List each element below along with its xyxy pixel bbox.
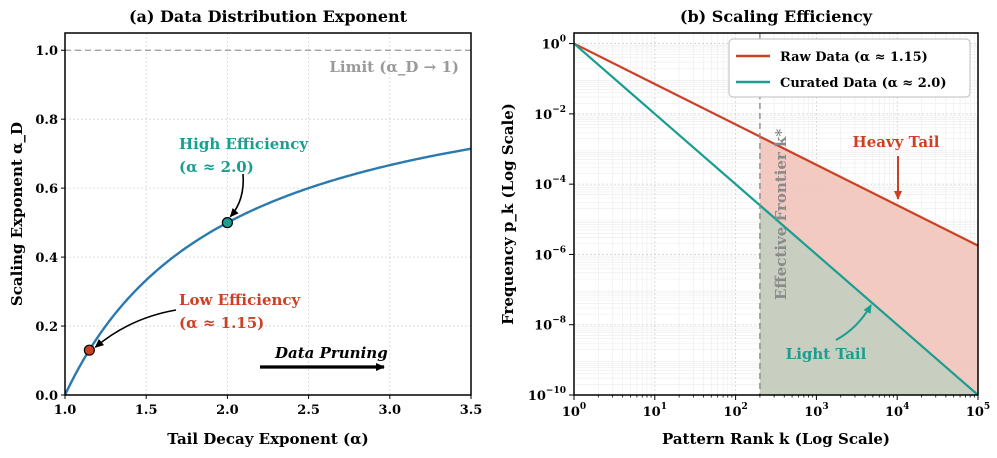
panel-b-ytick-label: 10−8 (534, 316, 566, 334)
panel-a-xtick-label: 3.0 (378, 403, 401, 418)
panel-a-ytick-label: 0.6 (35, 182, 58, 197)
panel-a-title: (a) Data Distribution Exponent (129, 7, 408, 26)
panel-b-ylabel: Frequency p_k (Log Scale) (499, 103, 517, 325)
legend: Raw Data (α ≈ 1.15) Curated Data (α ≈ 2.0… (728, 38, 971, 98)
low-efficiency-arrow (94, 309, 177, 348)
low-efficiency-alpha: (α ≈ 1.15) (179, 314, 264, 332)
panel-a-xtick-label: 2.5 (297, 403, 320, 418)
panel-b-xtick-label: 102 (723, 402, 747, 420)
curated-data-line (574, 42, 978, 395)
panel-b-xtick-label: 105 (966, 402, 990, 420)
low-efficiency-label: Low Efficiency (179, 291, 302, 309)
panel-a-ytick-label: 1.0 (35, 44, 58, 59)
panel-a-xtick-label: 3.5 (460, 403, 483, 418)
light-tail-label: Light Tail (786, 345, 867, 363)
panel-b-xtick-label: 100 (562, 402, 586, 420)
high-efficiency-point (221, 217, 233, 229)
panel-a-xtick-label: 2.0 (216, 403, 239, 418)
legend-box (728, 38, 971, 98)
high-efficiency-arrow (229, 173, 245, 218)
limit-label: Limit (α_D → 1) (329, 58, 459, 76)
panel-a: (a) Data Distribution Exponent 1.0 1.5 2.0… (8, 7, 482, 448)
panel-b-ytick-label: 10−6 (534, 245, 566, 263)
panel-a-frame (64, 32, 472, 396)
efficiency-curve (65, 147, 471, 395)
low-efficiency-point (83, 344, 95, 356)
data-pruning-label: Data Pruning (274, 344, 388, 362)
high-efficiency-alpha: (α ≈ 2.0) (179, 158, 254, 176)
effective-frontier-label: Effective Frontier k* (772, 129, 790, 300)
panel-a-ytick-label: 0.4 (35, 251, 58, 266)
raw-data-line (574, 42, 978, 247)
panel-a-ytick-label: 0.2 (35, 320, 58, 335)
panel-b-ytick-label: 10−2 (534, 105, 566, 123)
panel-a-ytick-label: 0.8 (35, 113, 58, 128)
heavy-tail-label: Heavy Tail (853, 133, 940, 151)
panel-b-frame (573, 32, 979, 396)
heavy-tail-region (759, 136, 978, 395)
legend-curated-label: Curated Data (α ≈ 2.0) (780, 76, 946, 91)
legend-raw-label: Raw Data (α ≈ 1.15) (780, 50, 928, 65)
panel-b-ytick-label: 10−4 (534, 175, 566, 193)
panel-b-ytick-label: 100 (542, 35, 566, 53)
panel-b-xtick-label: 103 (804, 402, 828, 420)
panel-a-ylabel: Scaling Exponent α_D (8, 122, 26, 306)
panel-b: (b) Scaling Efficiency 100 101 102 103 104 10… (499, 7, 990, 448)
panel-a-grid (64, 33, 472, 396)
panel-b-xlabel: Pattern Rank k (Log Scale) (662, 430, 890, 448)
panel-a-xtick-label: 1.0 (54, 403, 77, 418)
panel-a-xtick-label: 1.5 (135, 403, 158, 418)
panel-b-ytick-label: 10−10 (528, 386, 566, 404)
panel-b-xtick-label: 104 (885, 402, 909, 420)
panel-b-title: (b) Scaling Efficiency (680, 7, 873, 26)
high-efficiency-label: High Efficiency (179, 135, 309, 153)
panel-a-xlabel: Tail Decay Exponent (α) (167, 430, 369, 448)
light-tail-arrow (835, 304, 872, 341)
panel-b-xtick-label: 101 (643, 402, 667, 420)
panel-a-ytick-label: 0.0 (35, 389, 58, 404)
